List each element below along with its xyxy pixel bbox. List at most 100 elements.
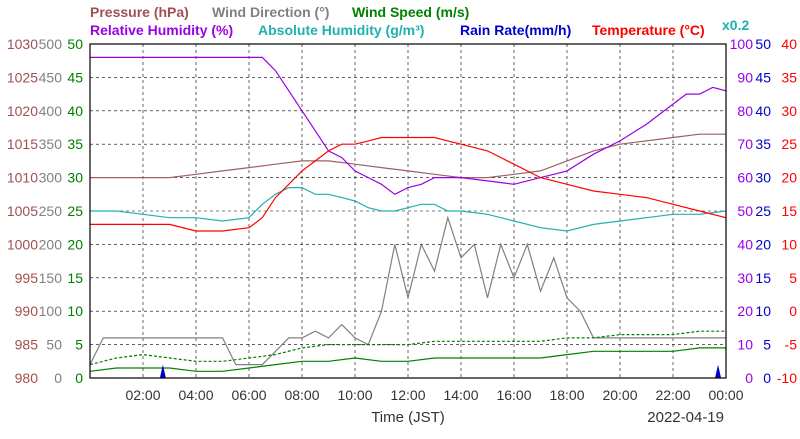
temperature-tick: 40 (781, 36, 797, 52)
series-line-temperature-c (90, 136, 727, 232)
temperature-tick: -5 (785, 337, 798, 353)
tick-labels: 02:00 04:00 06:00 08:00 10:00 12:00 14:00 16:00… (7, 36, 797, 403)
x-tick-label: 12:00 (390, 387, 425, 403)
temperature-tick: 0 (789, 303, 797, 319)
rain-tick: 5 (763, 337, 771, 353)
scale-note: x0.2 (722, 17, 749, 33)
series-line-wind-speed-m-s (89, 347, 726, 372)
humidity-tick: 60 (737, 170, 753, 186)
pressure-tick: 1025 (7, 69, 38, 85)
humidity-tick: 50 (737, 203, 753, 219)
x-tick-label: 02:00 (125, 387, 160, 403)
wind-speed-tick: 40 (67, 103, 83, 119)
humidity-tick: 70 (737, 136, 753, 152)
rain-tick: 40 (755, 103, 771, 119)
series-line-pressure-hpa (90, 133, 726, 179)
rain-tick: 10 (755, 303, 771, 319)
humidity-tick: 0 (745, 370, 753, 386)
x-tick-label: 08:00 (284, 387, 319, 403)
pressure-tick: 1030 (7, 36, 38, 52)
rain-tick: 35 (755, 136, 771, 152)
rain-tick: 15 (755, 270, 771, 286)
rain-tick: 50 (755, 36, 771, 52)
x-tick-label: 18:00 (549, 387, 584, 403)
temperature-tick: 20 (781, 170, 797, 186)
humidity-header: Relative Humidity (%) (90, 22, 233, 38)
wind-speed-tick: 15 (67, 270, 83, 286)
wind-speed-tick: 25 (67, 203, 83, 219)
pressure-header: Pressure (hPa) (90, 4, 189, 20)
wind-direction-tick: 150 (39, 270, 63, 286)
x-tick-label: 16:00 (496, 387, 531, 403)
wind-speed-tick: 35 (67, 136, 83, 152)
temperature-tick: 15 (781, 203, 797, 219)
wind-direction-tick: 200 (39, 236, 63, 252)
x-axis-label: Time (JST) (371, 409, 445, 426)
humidity-tick: 40 (737, 236, 753, 252)
rain-tick: 30 (755, 170, 771, 186)
series-line-wind-speed-gust-m-s (89, 330, 726, 366)
rain-tick: 25 (755, 203, 771, 219)
temperature-tick: 25 (781, 136, 797, 152)
pressure-tick: 1000 (7, 236, 38, 252)
rain-tick: 0 (763, 370, 771, 386)
rain-bar (159, 364, 166, 378)
abs-humidity-header: Absolute Humidity (g/m³) (258, 22, 424, 38)
wind-direction-tick: 350 (39, 136, 63, 152)
plot-frame (89, 43, 727, 379)
x-tick-label: 14:00 (443, 387, 478, 403)
series-layer (89, 56, 727, 378)
wind-direction-tick: 300 (39, 170, 63, 186)
series-line-relative-humidity (90, 56, 727, 196)
wind-direction-tick: 400 (39, 103, 63, 119)
temperature-tick: 35 (781, 69, 797, 85)
pressure-tick: 995 (15, 270, 39, 286)
wind-direction-header: Wind Direction (°) (212, 4, 329, 20)
wind-direction-tick: 450 (39, 69, 63, 85)
temperature-tick: -10 (777, 370, 797, 386)
rain-tick: 20 (755, 236, 771, 252)
x-tick-label: 04:00 (178, 387, 213, 403)
wind-direction-tick: 0 (54, 370, 62, 386)
rain-header: Rain Rate(mm/h) (460, 22, 571, 38)
pressure-tick: 985 (15, 337, 39, 353)
wind-speed-tick: 45 (67, 69, 83, 85)
pressure-tick: 1020 (7, 103, 38, 119)
humidity-tick: 90 (737, 69, 753, 85)
x-tick-label: 10:00 (337, 387, 372, 403)
x-tick-label: 20:00 (602, 387, 637, 403)
humidity-tick: 80 (737, 103, 753, 119)
series-line-wind-direction (89, 215, 726, 366)
grid (90, 44, 726, 378)
x-tick-label: 00:00 (708, 387, 743, 403)
x-tick-label: 06:00 (231, 387, 266, 403)
temperature-tick: 5 (789, 270, 797, 286)
temperature-header: Temperature (°C) (592, 22, 705, 38)
x-tick-label: 22:00 (655, 387, 690, 403)
wind-direction-tick: 250 (39, 203, 63, 219)
pressure-tick: 990 (15, 303, 39, 319)
wind-speed-tick: 50 (67, 36, 83, 52)
humidity-tick: 100 (730, 36, 754, 52)
wind-speed-header: Wind Speed (m/s) (352, 4, 469, 20)
humidity-tick: 20 (737, 303, 753, 319)
humidity-tick: 10 (737, 337, 753, 353)
wind-speed-tick: 10 (67, 303, 83, 319)
wind-direction-tick: 500 (39, 36, 63, 52)
chart-date: 2022-04-19 (647, 409, 724, 426)
wind-direction-tick: 50 (46, 337, 62, 353)
humidity-tick: 30 (737, 270, 753, 286)
pressure-tick: 1015 (7, 136, 38, 152)
pressure-tick: 1010 (7, 170, 38, 186)
pressure-tick: 1005 (7, 203, 38, 219)
rain-tick: 45 (755, 69, 771, 85)
wind-speed-tick: 5 (75, 337, 83, 353)
wind-speed-tick: 20 (67, 236, 83, 252)
wind-speed-tick: 30 (67, 170, 83, 186)
pressure-tick: 980 (15, 370, 39, 386)
series-line-absolute-humidity-g-m (90, 187, 727, 232)
wind-direction-tick: 100 (39, 303, 63, 319)
wind-speed-tick: 0 (75, 370, 83, 386)
